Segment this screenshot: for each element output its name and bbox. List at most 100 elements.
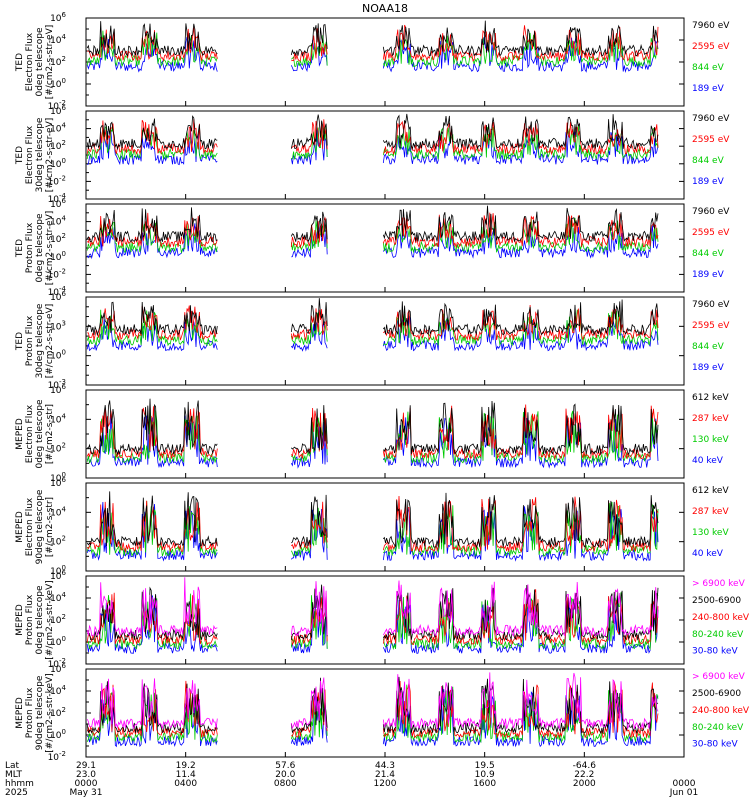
y-axis-label-line: [#/cm2-s-str-eV] bbox=[45, 211, 55, 286]
legend-entry: 130 keV bbox=[692, 528, 729, 538]
legend-entry: 844 eV bbox=[692, 156, 725, 166]
legend-entry: 2500-6900 bbox=[692, 689, 741, 699]
legend-entry: 2500-6900 bbox=[692, 596, 741, 606]
series-trace bbox=[86, 205, 659, 244]
legend-entry: 612 keV bbox=[692, 486, 729, 496]
y-axis-label-line: [#/cm2-s-str-eV] bbox=[45, 25, 55, 100]
legend-entry: 844 eV bbox=[692, 63, 725, 73]
y-axis-label-line: TED bbox=[15, 332, 25, 351]
series-trace bbox=[86, 298, 659, 337]
y-axis-label-line: [#/cm2-s-str] bbox=[45, 404, 55, 464]
y-axis-label-line: 30deg telescope bbox=[35, 117, 45, 192]
legend-entry: 7960 eV bbox=[692, 300, 730, 310]
x-row-label: hhmm bbox=[5, 779, 34, 789]
legend-entry: 80-240 keV bbox=[692, 630, 744, 640]
legend-entry: 844 eV bbox=[692, 249, 725, 259]
y-axis-label-line: 0deg telescope bbox=[35, 399, 45, 469]
y-axis-label-line: MEPED bbox=[15, 418, 25, 450]
panel-frame bbox=[85, 389, 685, 479]
x-row-label: MLT bbox=[5, 770, 23, 780]
y-tick-label: 106 bbox=[50, 11, 66, 24]
legend-entry: 7960 eV bbox=[692, 207, 730, 217]
legend-entry: 189 eV bbox=[692, 84, 725, 94]
legend-entry: 7960 eV bbox=[692, 114, 730, 124]
legend-entry: 80-240 keV bbox=[692, 723, 744, 733]
y-axis-label-line: [#/cm2-s-str-keV] bbox=[45, 580, 55, 659]
legend-entry: 844 eV bbox=[692, 342, 725, 352]
series-trace bbox=[86, 577, 659, 638]
legend-entry: 240-800 keV bbox=[692, 613, 750, 623]
x-tick-label: 23.0 bbox=[76, 770, 96, 780]
legend-entry: 612 keV bbox=[692, 393, 729, 403]
y-axis-label-line: 0deg telescope bbox=[35, 27, 45, 97]
y-axis-label-line: 0deg telescope bbox=[35, 585, 45, 655]
series-trace bbox=[86, 113, 659, 151]
x-tick-label: 57.6 bbox=[275, 761, 295, 771]
legend-entry: 287 keV bbox=[692, 414, 729, 424]
y-axis-label-line: Proton Flux bbox=[25, 594, 35, 645]
legend-entry: 189 eV bbox=[692, 177, 725, 187]
y-axis-label-line: 90deg telescope bbox=[35, 489, 45, 564]
y-axis-label-line: Electron Flux bbox=[25, 125, 35, 184]
y-axis-label-line: Proton Flux bbox=[25, 222, 35, 273]
legend-entry: 7960 eV bbox=[692, 21, 730, 31]
x-tick-label: 19.5 bbox=[475, 761, 495, 771]
y-axis-label-line: [#/cm2-s-str-keV] bbox=[45, 673, 55, 752]
legend-entry: 287 keV bbox=[692, 507, 729, 517]
x-tick-label: Jun 01 bbox=[669, 788, 698, 798]
y-axis-label-line: [#/cm2-s-str] bbox=[45, 497, 55, 557]
y-axis-label-line: MEPED bbox=[15, 511, 25, 543]
x-tick-label: 1200 bbox=[374, 779, 397, 789]
x-tick-label: 0000 bbox=[75, 779, 98, 789]
x-tick-label: 0800 bbox=[274, 779, 297, 789]
x-tick-label: 21.4 bbox=[375, 770, 395, 780]
legend-entry: 2595 eV bbox=[692, 135, 730, 145]
legend-entry: 2595 eV bbox=[692, 321, 730, 331]
x-tick-label: 19.2 bbox=[176, 761, 196, 771]
y-axis-label-line: 30deg telescope bbox=[35, 303, 45, 378]
series-trace bbox=[86, 672, 659, 730]
y-axis-label-line: Proton Flux bbox=[25, 687, 35, 738]
legend-entry: 30-80 keV bbox=[692, 647, 738, 657]
x-tick-label: 20.0 bbox=[275, 770, 295, 780]
series-trace bbox=[86, 20, 659, 57]
legend-entry: > 6900 keV bbox=[692, 672, 746, 682]
x-tick-label: 29.1 bbox=[76, 761, 96, 771]
y-axis-label-line: Electron Flux bbox=[25, 32, 35, 91]
legend-entry: 189 eV bbox=[692, 270, 725, 280]
x-tick-label: 0400 bbox=[174, 779, 197, 789]
legend-entry: 2595 eV bbox=[692, 42, 730, 52]
series-trace bbox=[86, 398, 659, 456]
legend-entry: 240-800 keV bbox=[692, 706, 750, 716]
y-axis-label-line: TED bbox=[15, 146, 25, 165]
x-tick-label: 44.3 bbox=[375, 761, 395, 771]
y-axis-label-line: Electron Flux bbox=[25, 497, 35, 556]
x-tick-label: 11.4 bbox=[176, 770, 196, 780]
x-tick-label: May 31 bbox=[70, 788, 103, 798]
y-axis-label-line: TED bbox=[15, 239, 25, 258]
legend-entry: 130 keV bbox=[692, 435, 729, 445]
series-trace bbox=[86, 491, 659, 549]
x-tick-label: 22.2 bbox=[574, 770, 594, 780]
y-axis-label-line: 90deg telescope bbox=[35, 675, 45, 750]
x-tick-label: -64.6 bbox=[573, 761, 597, 771]
y-axis-label-line: 0deg telescope bbox=[35, 213, 45, 283]
legend-entry: 30-80 keV bbox=[692, 740, 738, 750]
x-row-label: 2025 bbox=[5, 788, 28, 798]
y-axis-label-line: [#/cm2-s-str-eV] bbox=[45, 118, 55, 193]
y-axis-label-line: Electron Flux bbox=[25, 404, 35, 463]
legend-entry: 40 keV bbox=[692, 549, 724, 559]
y-axis-label-line: [#/cm2-s-str-eV] bbox=[45, 304, 55, 379]
chart-title: NOAA18 bbox=[362, 2, 408, 15]
